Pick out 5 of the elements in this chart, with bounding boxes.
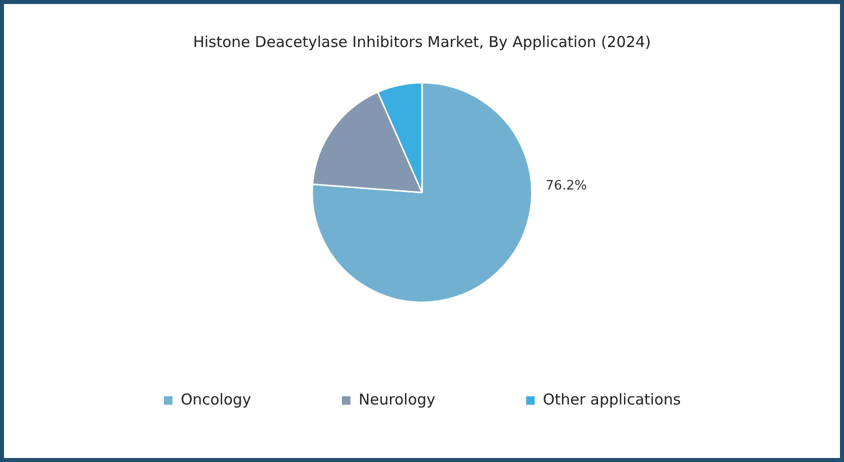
chart-title: Histone Deacetylase Inhibitors Market, By Application (2024) — [193, 32, 651, 51]
data-label: 76.2% — [546, 178, 587, 194]
legend-label: Other applications — [542, 390, 681, 408]
legend-label: Neurology — [358, 390, 436, 408]
legend-label: Oncology — [180, 390, 252, 408]
